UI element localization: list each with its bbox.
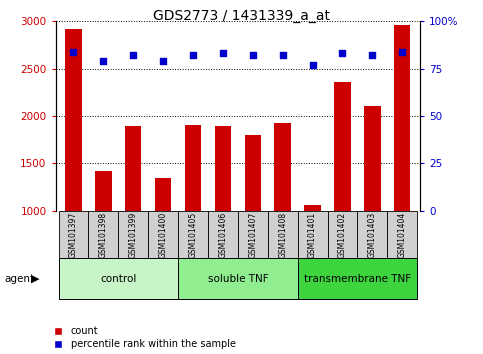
Text: GSM101402: GSM101402 bbox=[338, 211, 347, 258]
FancyBboxPatch shape bbox=[178, 211, 208, 258]
Point bbox=[369, 52, 376, 58]
Text: control: control bbox=[100, 274, 137, 284]
Text: GSM101397: GSM101397 bbox=[69, 211, 78, 258]
Text: GDS2773 / 1431339_a_at: GDS2773 / 1431339_a_at bbox=[153, 9, 330, 23]
Bar bbox=[125, 126, 142, 305]
FancyBboxPatch shape bbox=[327, 211, 357, 258]
Text: GSM101398: GSM101398 bbox=[99, 211, 108, 258]
Text: GSM101404: GSM101404 bbox=[398, 211, 407, 258]
Point bbox=[70, 49, 77, 55]
Text: GSM101408: GSM101408 bbox=[278, 211, 287, 258]
Point bbox=[339, 51, 346, 56]
Bar bbox=[274, 122, 291, 305]
Point bbox=[398, 49, 406, 55]
Bar bbox=[155, 178, 171, 305]
Bar bbox=[185, 125, 201, 305]
FancyBboxPatch shape bbox=[298, 258, 417, 299]
FancyBboxPatch shape bbox=[298, 211, 327, 258]
FancyBboxPatch shape bbox=[148, 211, 178, 258]
Text: GSM101407: GSM101407 bbox=[248, 211, 257, 258]
Text: GSM101400: GSM101400 bbox=[158, 211, 168, 258]
Bar bbox=[95, 171, 112, 305]
Point bbox=[129, 52, 137, 58]
FancyBboxPatch shape bbox=[118, 211, 148, 258]
Bar bbox=[334, 82, 351, 305]
Text: agent: agent bbox=[5, 274, 35, 284]
FancyBboxPatch shape bbox=[357, 211, 387, 258]
Point bbox=[99, 58, 107, 64]
Point bbox=[219, 51, 227, 56]
FancyBboxPatch shape bbox=[387, 211, 417, 258]
Bar bbox=[304, 205, 321, 305]
Text: GSM101401: GSM101401 bbox=[308, 211, 317, 258]
Point bbox=[159, 58, 167, 64]
Legend: count, percentile rank within the sample: count, percentile rank within the sample bbox=[48, 326, 236, 349]
Bar bbox=[364, 105, 381, 305]
FancyBboxPatch shape bbox=[208, 211, 238, 258]
Text: GSM101399: GSM101399 bbox=[129, 211, 138, 258]
Text: GSM101406: GSM101406 bbox=[218, 211, 227, 258]
Text: GSM101403: GSM101403 bbox=[368, 211, 377, 258]
FancyBboxPatch shape bbox=[178, 258, 298, 299]
Text: ▶: ▶ bbox=[30, 274, 39, 284]
FancyBboxPatch shape bbox=[238, 211, 268, 258]
Bar bbox=[394, 25, 411, 305]
Text: transmembrane TNF: transmembrane TNF bbox=[304, 274, 411, 284]
Point bbox=[309, 62, 316, 68]
FancyBboxPatch shape bbox=[58, 211, 88, 258]
FancyBboxPatch shape bbox=[268, 211, 298, 258]
Point bbox=[249, 52, 256, 58]
Bar bbox=[215, 126, 231, 305]
Bar bbox=[65, 29, 82, 305]
Text: soluble TNF: soluble TNF bbox=[208, 274, 268, 284]
FancyBboxPatch shape bbox=[88, 211, 118, 258]
Point bbox=[279, 52, 286, 58]
Text: GSM101405: GSM101405 bbox=[188, 211, 198, 258]
Point bbox=[189, 52, 197, 58]
Bar bbox=[244, 135, 261, 305]
FancyBboxPatch shape bbox=[58, 258, 178, 299]
